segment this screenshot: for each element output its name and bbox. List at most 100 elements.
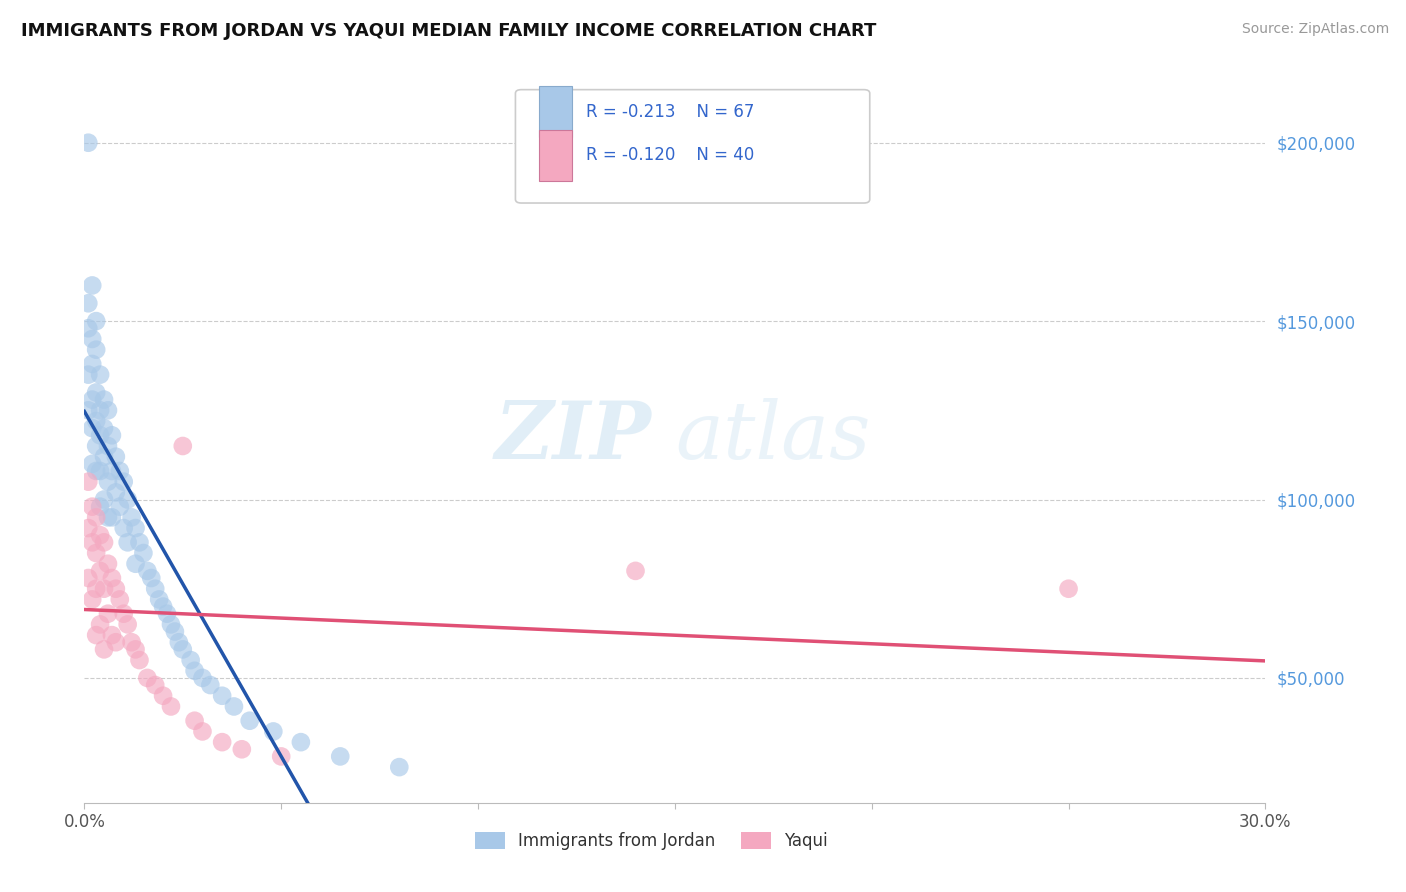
Point xyxy=(84,510,107,524)
Point xyxy=(93,535,115,549)
Point xyxy=(101,628,124,642)
Point xyxy=(160,699,183,714)
FancyBboxPatch shape xyxy=(538,86,572,137)
Point xyxy=(211,735,233,749)
Point xyxy=(97,557,120,571)
Point xyxy=(104,635,127,649)
Point xyxy=(82,278,104,293)
Point xyxy=(101,464,124,478)
Point xyxy=(112,475,135,489)
Point xyxy=(84,314,107,328)
Point xyxy=(84,628,107,642)
Point xyxy=(191,671,214,685)
Point xyxy=(77,296,100,310)
Point xyxy=(84,582,107,596)
Point xyxy=(112,607,135,621)
Point xyxy=(104,485,127,500)
Point xyxy=(93,492,115,507)
Point xyxy=(156,607,179,621)
Point xyxy=(121,635,143,649)
Point xyxy=(93,450,115,464)
Point xyxy=(152,599,174,614)
Point xyxy=(160,617,183,632)
Point xyxy=(82,332,104,346)
Point xyxy=(84,414,107,428)
Point xyxy=(124,521,146,535)
Point xyxy=(82,392,104,407)
Point xyxy=(136,671,159,685)
Point xyxy=(84,385,107,400)
Point xyxy=(222,699,245,714)
Point xyxy=(152,689,174,703)
Point xyxy=(117,492,139,507)
Point xyxy=(270,749,292,764)
Point xyxy=(624,564,647,578)
Point xyxy=(77,521,100,535)
Point xyxy=(163,624,186,639)
Text: Source: ZipAtlas.com: Source: ZipAtlas.com xyxy=(1241,22,1389,37)
Point xyxy=(89,428,111,442)
Point xyxy=(231,742,253,756)
Point xyxy=(172,439,194,453)
Point xyxy=(89,403,111,417)
Point xyxy=(180,653,202,667)
Text: atlas: atlas xyxy=(675,399,870,475)
Point xyxy=(112,521,135,535)
Point xyxy=(124,642,146,657)
Point xyxy=(89,500,111,514)
Point xyxy=(97,475,120,489)
Point xyxy=(143,582,166,596)
Point xyxy=(82,421,104,435)
Point xyxy=(117,617,139,632)
Point xyxy=(93,642,115,657)
Point xyxy=(141,571,163,585)
Point xyxy=(101,571,124,585)
Point xyxy=(97,439,120,453)
Point xyxy=(108,592,131,607)
Point xyxy=(124,557,146,571)
Point xyxy=(1057,582,1080,596)
Point xyxy=(108,500,131,514)
Point xyxy=(128,535,150,549)
Point xyxy=(89,528,111,542)
Point xyxy=(77,321,100,335)
Text: ZIP: ZIP xyxy=(495,399,651,475)
Point xyxy=(93,392,115,407)
Point xyxy=(262,724,284,739)
Point xyxy=(77,571,100,585)
Point xyxy=(97,607,120,621)
Point xyxy=(93,421,115,435)
Point xyxy=(84,343,107,357)
Point xyxy=(93,582,115,596)
Point xyxy=(200,678,222,692)
Point xyxy=(97,510,120,524)
Point xyxy=(89,368,111,382)
Point xyxy=(77,136,100,150)
Point xyxy=(82,357,104,371)
Point xyxy=(104,582,127,596)
Legend: Immigrants from Jordan, Yaqui: Immigrants from Jordan, Yaqui xyxy=(468,825,834,856)
Point xyxy=(89,464,111,478)
Point xyxy=(388,760,411,774)
Point xyxy=(117,535,139,549)
Point xyxy=(82,457,104,471)
Point xyxy=(84,464,107,478)
Point xyxy=(211,689,233,703)
Text: R = -0.213    N = 67: R = -0.213 N = 67 xyxy=(586,103,755,120)
Point xyxy=(84,546,107,560)
Point xyxy=(84,439,107,453)
Point xyxy=(183,714,205,728)
Point xyxy=(77,403,100,417)
Point xyxy=(89,617,111,632)
Point xyxy=(128,653,150,667)
Point xyxy=(108,464,131,478)
Point xyxy=(101,428,124,442)
Point xyxy=(136,564,159,578)
Point xyxy=(101,510,124,524)
Point xyxy=(89,564,111,578)
Point xyxy=(191,724,214,739)
Point xyxy=(77,368,100,382)
Point xyxy=(143,678,166,692)
Point xyxy=(183,664,205,678)
FancyBboxPatch shape xyxy=(538,130,572,181)
